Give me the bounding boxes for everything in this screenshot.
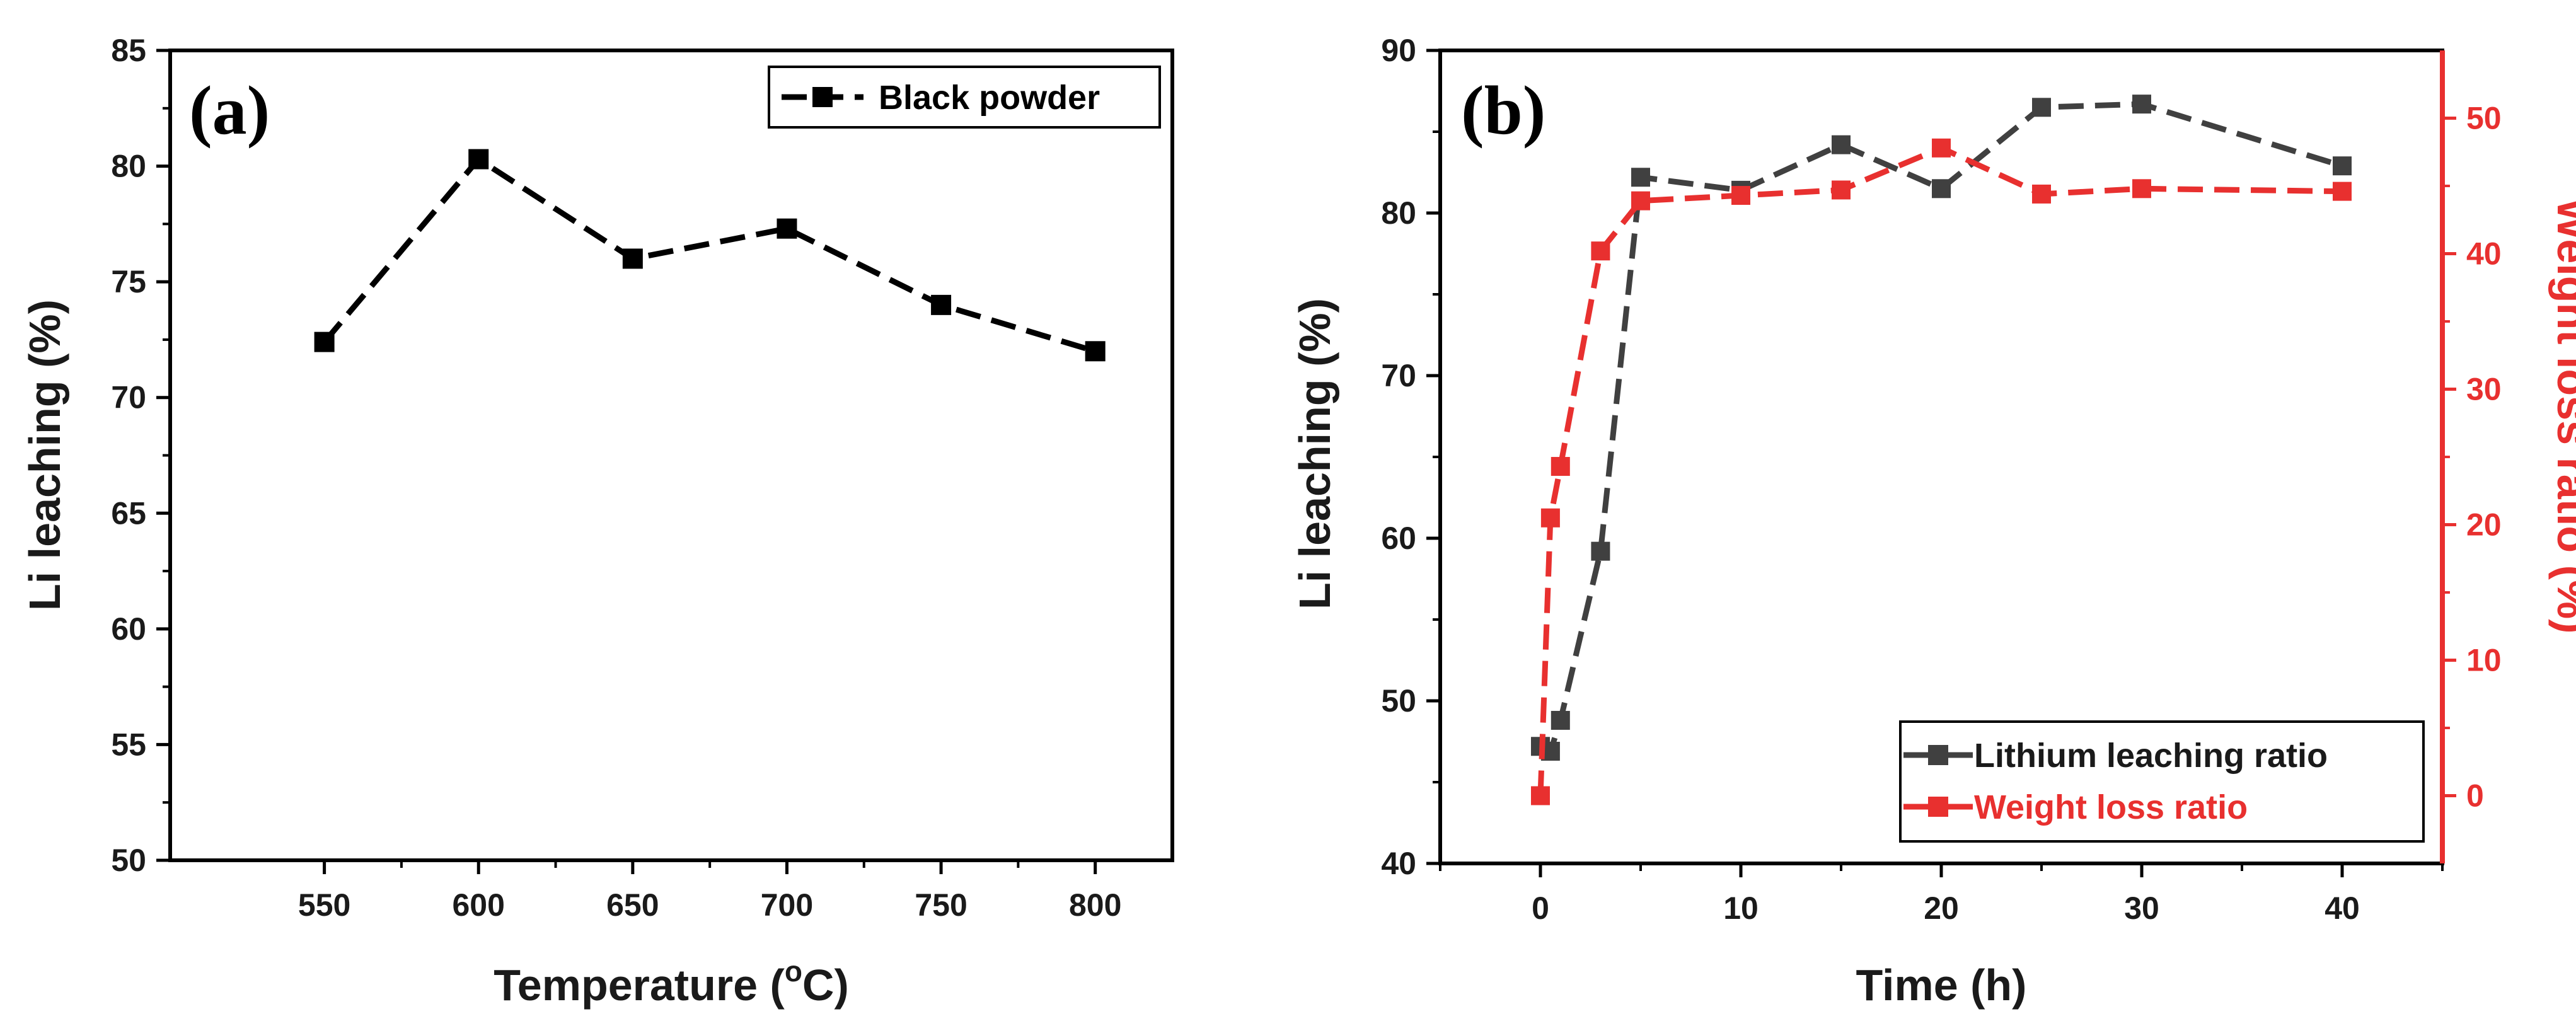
panel-b-data-point-weight	[1631, 191, 1650, 211]
panel-a-y-tick-label: 65	[111, 495, 146, 531]
panel-a-x-tick-label: 750	[915, 887, 967, 923]
panel-a-series-line	[322, 155, 1096, 354]
panel-a-data-point	[1085, 341, 1106, 362]
panel-b-y-tick-label: 70	[1381, 358, 1416, 393]
panel-a-y-tick-label: 75	[111, 264, 146, 299]
panel-b-y-tick-label: 80	[1381, 195, 1416, 231]
panel-a-y-axis-title: Li leaching (%)	[20, 299, 69, 611]
panel-b-legend-marker-lithium	[1928, 745, 1948, 765]
panel-b-y2-tick-label: 0	[2466, 778, 2484, 814]
panel-a-x-axis-title: Temperature (oC)	[494, 955, 849, 1010]
panel-a-legend-marker	[812, 87, 833, 107]
panel-b-x-tick-label: 40	[2325, 891, 2360, 926]
panel-b-data-point-lithium	[1932, 179, 1951, 199]
panel-b-data-point-lithium	[1551, 710, 1570, 730]
panel-b-x-axis-title: Time (h)	[1856, 960, 2027, 1010]
panel-b-x-tick-label: 0	[1532, 891, 1549, 926]
panel-b-data-point-weight	[2032, 184, 2051, 204]
panel-a-data-point	[468, 149, 489, 170]
panel-b-legend: Lithium leaching ratio Weight loss ratio	[1899, 720, 2425, 843]
panel-b-y2-axis-title: Weight loss ratio (%)	[2548, 199, 2576, 634]
panel-b-label: (b)	[1461, 72, 1545, 149]
panel-a-y-tick-label: 85	[111, 33, 146, 68]
panel-b-legend-marker-weight	[1928, 797, 1948, 817]
panel-a-x-tick-label: 800	[1069, 887, 1121, 923]
panel-b-y2-tick-label: 20	[2466, 507, 2502, 543]
panel-b-legend-text-weight: Weight loss ratio	[1974, 788, 2248, 826]
panel-b-legend-box	[1899, 720, 2425, 843]
panel-b-data-point-weight	[2333, 182, 2352, 201]
panel-b-y-tick-label: 90	[1381, 33, 1416, 68]
panel-b-x-tick-label: 30	[2124, 891, 2159, 926]
panel-b-data-point-lithium	[1832, 135, 1851, 154]
panel-b-data-point-weight	[1591, 241, 1610, 261]
panel-b-data-point-lithium	[1631, 168, 1650, 187]
panel-a-y-tick-label: 70	[111, 380, 146, 415]
panel-a-y-tick-label: 50	[111, 843, 146, 878]
panel-a-legend-text: Black powder	[879, 79, 1100, 117]
panel-b-data-point-weight	[1832, 180, 1851, 200]
panel-a-x-tick-label: 700	[761, 887, 813, 923]
panel-b-data-point-weight	[1731, 186, 1750, 205]
panel-a-x-tick-label: 650	[606, 887, 659, 923]
panel-b-y-tick-label: 60	[1381, 521, 1416, 556]
panel-b-y-tick-label: 40	[1381, 846, 1416, 881]
panel-b-data-point-weight	[1551, 457, 1570, 476]
panel-a-data-point	[931, 294, 952, 315]
panel-b-data-point-weight	[1932, 138, 1951, 158]
panel-a-chart: 550 600 650 700 750 800 50 55 60 65 70 75 80 85 (a) B…	[20, 33, 1174, 1010]
panel-a-y-tick-label: 60	[111, 611, 146, 647]
panel-b-y-tick-label: 50	[1381, 683, 1416, 718]
panel-b-data-point-lithium	[1591, 541, 1610, 561]
panel-b-data-point-lithium	[2132, 95, 2151, 114]
panel-b-x-tick-label: 10	[1723, 891, 1759, 926]
panel-a-label: (a)	[189, 72, 270, 149]
panel-a-legend: Black powder	[768, 66, 1161, 129]
panel-b-data-point-weight	[1540, 508, 1560, 528]
panel-b-chart: 0 10 20 30 40 40 50 60 70 80 90 0 10 20 30 40 50 (b) Lit…	[1290, 33, 2576, 1010]
panel-b-data-point-weight	[1531, 786, 1550, 805]
panel-b-y2-tick-label: 50	[2466, 101, 2502, 136]
panel-b-legend-text-lithium: Lithium leaching ratio	[1974, 737, 2328, 775]
panel-b-y2-tick-label: 30	[2466, 372, 2502, 407]
panel-a-data-point	[777, 218, 797, 239]
panel-a-plot-frame	[168, 49, 1174, 862]
panel-b-y2-tick-label: 10	[2466, 643, 2502, 678]
panel-b-y-axis-title: Li leaching (%)	[1290, 298, 1339, 609]
panel-a-data-point	[622, 248, 643, 269]
panel-b-data-point-weight	[2132, 179, 2151, 199]
panel-b-x-tick-label: 20	[1924, 891, 1959, 926]
panel-a-y-tick-label: 55	[111, 727, 146, 762]
panel-b-series-line-weight	[1537, 144, 2343, 796]
panel-b-data-point-lithium	[2333, 156, 2352, 176]
panel-b-y2-tick-label: 40	[2466, 236, 2502, 272]
panel-a-x-tick-label: 550	[298, 887, 350, 923]
panel-a-x-tick-label: 600	[453, 887, 505, 923]
panel-b-data-point-lithium	[2032, 98, 2051, 117]
panel-a-y-tick-label: 80	[111, 149, 146, 184]
panel-a-data-point	[314, 332, 335, 352]
